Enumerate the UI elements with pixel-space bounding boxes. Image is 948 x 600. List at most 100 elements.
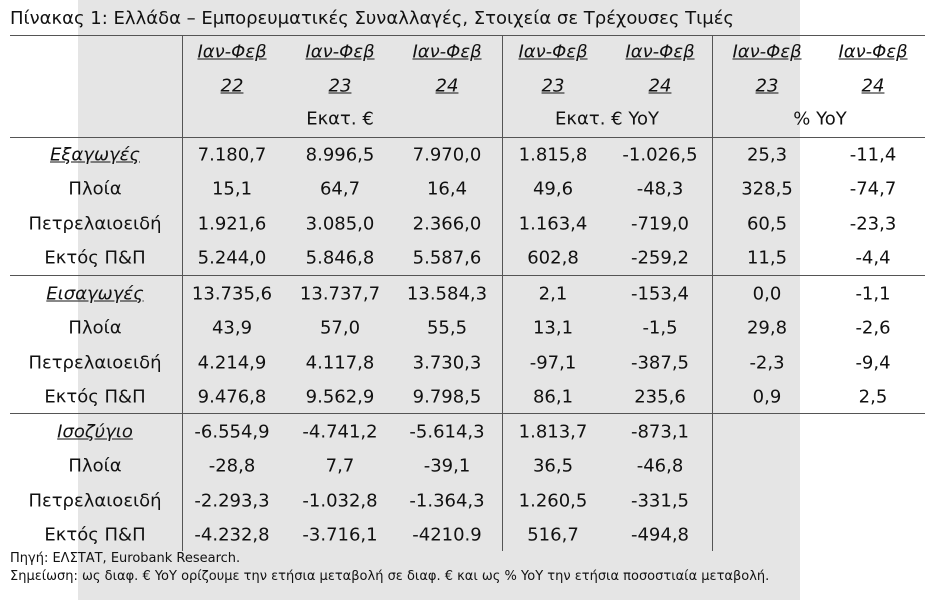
column-year: 22 xyxy=(220,75,244,97)
cell: -331,5 xyxy=(630,490,690,512)
column-year: 24 xyxy=(648,75,672,97)
column-period: Ιαν-Φεβ xyxy=(625,41,695,63)
cell: 16,4 xyxy=(426,178,468,200)
group-label: Ισοζύγιο xyxy=(57,421,133,443)
rule xyxy=(10,137,925,138)
cell: 86,1 xyxy=(532,386,574,408)
cell: -387,5 xyxy=(630,352,690,374)
source: Πηγή: ΕΛΣΤΑΤ, Eurobank Research. xyxy=(10,551,241,566)
cell: -3.716,1 xyxy=(302,524,378,546)
cell: -153,4 xyxy=(630,283,690,305)
cell: 2.366,0 xyxy=(412,213,482,235)
cell: 13.584,3 xyxy=(406,283,488,305)
note: Σημείωση: ως διαφ. € YoY ορίζουμε την ετ… xyxy=(10,569,770,584)
cell: 516,7 xyxy=(527,524,579,546)
cell: -11,4 xyxy=(849,144,897,166)
cell: 7.180,7 xyxy=(197,144,267,166)
cell: 0,0 xyxy=(752,283,782,305)
rule xyxy=(10,413,925,414)
cell: -48,3 xyxy=(636,178,684,200)
column-period: Ιαν-Φεβ xyxy=(412,41,482,63)
cell: 36,5 xyxy=(532,455,574,477)
column-rule xyxy=(712,36,713,551)
cell: 29,8 xyxy=(746,317,788,339)
cell: 3.085,0 xyxy=(305,213,375,235)
cell: 2,5 xyxy=(858,386,888,408)
column-year: 23 xyxy=(328,75,352,97)
rule xyxy=(10,35,925,36)
cell: 13,1 xyxy=(532,317,574,339)
cell: -1,5 xyxy=(642,317,678,339)
cell: -2,3 xyxy=(749,352,785,374)
cell: -5.614,3 xyxy=(409,421,485,443)
unit-label: Εκατ. € YoY xyxy=(555,108,659,130)
cell: -259,2 xyxy=(630,247,690,269)
row-label: Εκτός Π&Π xyxy=(44,524,146,546)
group-label: Εισαγωγές xyxy=(46,283,144,305)
cell: -74,7 xyxy=(849,178,897,200)
cell: -4.232,8 xyxy=(194,524,270,546)
cell: -6.554,9 xyxy=(194,421,270,443)
cell: 328,5 xyxy=(741,178,793,200)
unit-label: % YoY xyxy=(793,108,847,130)
table-title: Πίνακας 1: Ελλάδα – Εμπορευματικές Συναλ… xyxy=(10,8,734,29)
row-label: Πετρελαιοειδή xyxy=(28,213,162,235)
column-period: Ιαν-Φεβ xyxy=(518,41,588,63)
cell: 55,5 xyxy=(426,317,468,339)
cell: 60,5 xyxy=(746,213,788,235)
cell: 0,9 xyxy=(752,386,782,408)
cell: 5.846,8 xyxy=(305,247,375,269)
cell: 15,1 xyxy=(211,178,253,200)
cell: 2,1 xyxy=(538,283,568,305)
cell: -2.293,3 xyxy=(194,490,270,512)
column-rule xyxy=(182,36,183,551)
cell: 1.921,6 xyxy=(197,213,267,235)
cell: -4.741,2 xyxy=(302,421,378,443)
column-period: Ιαν-Φεβ xyxy=(838,41,908,63)
cell: 9.798,5 xyxy=(412,386,482,408)
cell: -4,4 xyxy=(855,247,891,269)
column-rule xyxy=(502,36,503,551)
row-label: Πετρελαιοειδή xyxy=(28,352,162,374)
cell: 7.970,0 xyxy=(412,144,482,166)
cell: -2,6 xyxy=(855,317,891,339)
column-year: 24 xyxy=(861,75,885,97)
cell: 602,8 xyxy=(527,247,579,269)
group-label: Εξαγωγές xyxy=(50,144,140,166)
cell: 13.735,6 xyxy=(191,283,273,305)
column-year: 23 xyxy=(541,75,565,97)
background-band xyxy=(78,0,800,600)
cell: 13.737,7 xyxy=(299,283,381,305)
cell: -873,1 xyxy=(630,421,690,443)
cell: 7,7 xyxy=(325,455,355,477)
cell: -46,8 xyxy=(636,455,684,477)
cell: -28,8 xyxy=(208,455,256,477)
column-year: 24 xyxy=(435,75,459,97)
cell: 1.813,7 xyxy=(518,421,588,443)
cell: 57,0 xyxy=(319,317,361,339)
column-period: Ιαν-Φεβ xyxy=(732,41,802,63)
cell: 8.996,5 xyxy=(305,144,375,166)
cell: -1.364,3 xyxy=(409,490,485,512)
cell: -494,8 xyxy=(630,524,690,546)
cell: -719,0 xyxy=(630,213,690,235)
cell: 4.214,9 xyxy=(197,352,267,374)
cell: -9,4 xyxy=(855,352,891,374)
cell: 1.815,8 xyxy=(518,144,588,166)
row-label: Πλοία xyxy=(68,317,122,339)
cell: 9.476,8 xyxy=(197,386,267,408)
row-label: Εκτός Π&Π xyxy=(44,386,146,408)
cell: -1.026,5 xyxy=(622,144,698,166)
row-label: Πλοία xyxy=(68,455,122,477)
cell: 49,6 xyxy=(532,178,574,200)
cell: 11,5 xyxy=(746,247,788,269)
cell: -23,3 xyxy=(849,213,897,235)
cell: 1.260,5 xyxy=(518,490,588,512)
cell: 4.117,8 xyxy=(305,352,375,374)
cell: 5.244,0 xyxy=(197,247,267,269)
rule xyxy=(10,275,925,276)
cell: 25,3 xyxy=(746,144,788,166)
cell: 5.587,6 xyxy=(412,247,482,269)
unit-label: Εκατ. € xyxy=(306,108,374,130)
cell: -97,1 xyxy=(529,352,577,374)
